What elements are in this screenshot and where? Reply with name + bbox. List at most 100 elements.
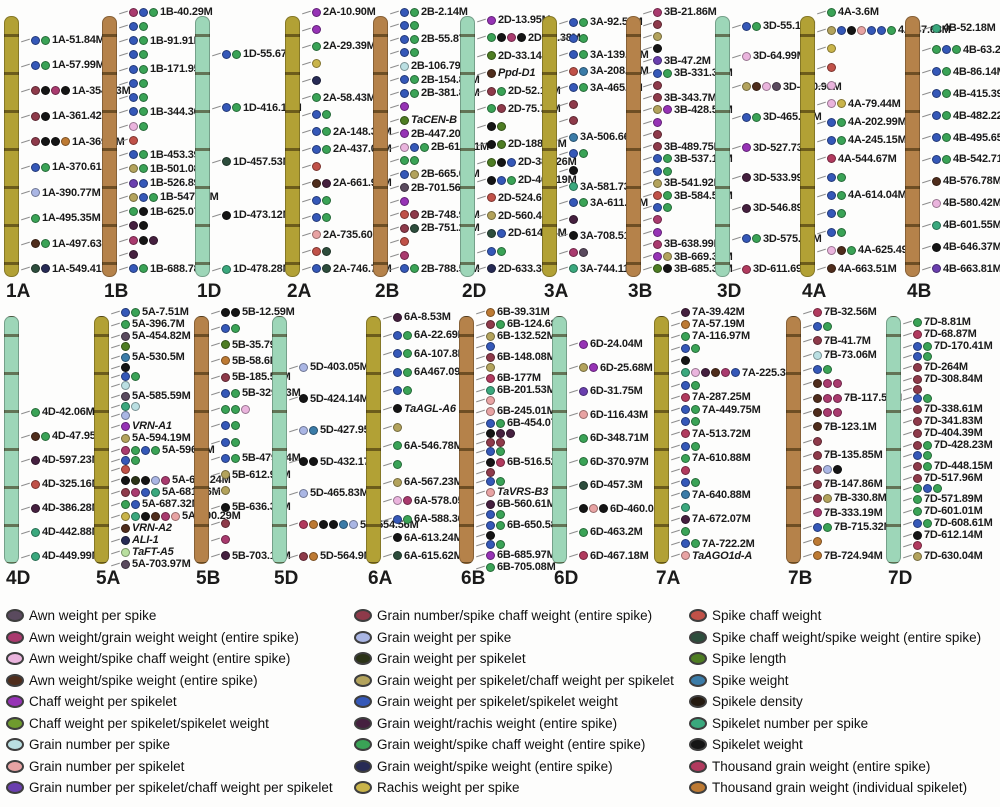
connector-line [476, 502, 485, 506]
trait-dot-dkbrown [312, 178, 321, 188]
trait-dots [813, 393, 843, 403]
trait-dot-green [497, 246, 506, 256]
marker-label: 7D-612.14M [924, 529, 983, 541]
trait-dot-steel [121, 352, 130, 362]
trait-dot-blue [681, 441, 690, 451]
trait-dot-dkplum [506, 429, 515, 438]
connector-line [803, 396, 812, 400]
trait-dot-maroon [653, 129, 662, 139]
trait-dot-black [41, 86, 50, 96]
trait-dot-dkplum [129, 221, 138, 231]
connector-line [732, 54, 741, 59]
marker-label: 6B-245.01M [497, 405, 556, 417]
trait-dots [486, 531, 496, 540]
connector-line [390, 77, 399, 82]
trait-dot-green [139, 264, 148, 274]
connector-line [671, 468, 680, 473]
trait-dot-green [410, 156, 419, 166]
connector-line [671, 456, 680, 461]
marker-row: 6D-463.2M [569, 526, 654, 538]
marker-label: 6A-8.53M [404, 311, 451, 323]
legend-trait-dot-maroon [354, 609, 372, 623]
connector-line [21, 458, 30, 462]
trait-dots [400, 7, 420, 17]
marker-label: 6D-116.43M [590, 408, 648, 421]
connector-line [212, 159, 221, 164]
connector-line [211, 489, 220, 493]
trait-dots [393, 551, 403, 561]
marker-label: 5A-594.19M [132, 432, 191, 444]
legend-column-3: Spike chaff weight Spike chaff weight/spi… [689, 605, 999, 799]
marker-label: 6A-22.69M [414, 329, 467, 342]
trait-dots [129, 107, 149, 117]
marker-label: 2A-10.90M [323, 6, 376, 18]
trait-dot-paleblue [813, 350, 822, 360]
trait-dot-green [131, 445, 140, 455]
marker-row: 2D-18.38M [477, 32, 581, 44]
trait-dots [487, 139, 507, 149]
marker-label: 7A-610.88M [692, 452, 751, 465]
trait-dots [813, 537, 823, 546]
connector-line [383, 462, 392, 466]
connector-line [390, 37, 399, 41]
trait-dot-dknavy [487, 264, 496, 274]
trait-dots [221, 437, 241, 447]
trait-dot-brickred [487, 193, 496, 203]
marker-row: 4B-63.2M [922, 44, 1000, 56]
trait-dots [221, 388, 241, 398]
trait-dots [913, 494, 923, 504]
trait-dots [932, 67, 952, 77]
marker-row: 4A-79.44M [817, 98, 905, 110]
trait-dot-steel [339, 520, 348, 529]
trait-dots [813, 493, 833, 503]
marker-label: 3B-47.2M [664, 54, 711, 67]
marker-label: 2D-13.95M [498, 14, 551, 26]
marker-row: 4A-3.6M [817, 6, 905, 18]
connector-line [476, 542, 485, 547]
marker-row: 6A-107.8M [383, 348, 467, 360]
trait-dots [913, 484, 943, 493]
marker-row [559, 246, 626, 258]
trait-dot-black [913, 530, 922, 540]
connector-line [476, 398, 485, 403]
marker-row: 2D-52.13M [477, 85, 561, 97]
trait-dots [121, 523, 131, 533]
chromosome-panel-4B: 4B-52.18M4B-63.2M4B-86.14M4B-415.39M4B-4… [905, 2, 1000, 302]
chromosome-name-6B: 6B [461, 568, 486, 589]
marker-row [111, 363, 194, 372]
trait-dot-dkplum [393, 312, 402, 322]
marker-row: 3B-47.2M [643, 55, 715, 67]
marker-label: 4A-3.6M [838, 6, 879, 18]
trait-dot-blue [867, 25, 876, 35]
marker-label: 4D-597.23M [42, 454, 101, 466]
chromosome-bar-4B [905, 16, 920, 277]
connector-line [671, 371, 680, 375]
connector-line [119, 95, 128, 100]
legend-trait-dot-blue [354, 695, 372, 709]
trait-dot-khaki [129, 164, 138, 174]
trait-dot-green [410, 7, 419, 17]
legend-item: Rachis weight per spike [354, 777, 689, 799]
connector-line [119, 209, 128, 214]
trait-dot-blue [312, 127, 321, 137]
trait-dot-green [496, 447, 505, 456]
trait-dots [579, 410, 589, 420]
legend-item: Grain weight per spikelet [354, 648, 689, 670]
trait-dot-pink [486, 396, 495, 405]
marker-row: 2D-33.14M [477, 50, 551, 62]
trait-dot-dkteal [322, 264, 331, 274]
marker-row: 4B-495.65M [922, 132, 1000, 144]
marker-label: 1B-625.07M [150, 205, 209, 218]
marker-row [211, 322, 272, 334]
trait-dots [129, 264, 149, 274]
marker-row: 5B-703.14M [211, 550, 291, 562]
trait-dot-green [923, 518, 932, 528]
marker-row: 6D-370.97M [569, 456, 654, 468]
connector-line [903, 486, 912, 491]
trait-dot-maroon [497, 104, 506, 114]
marker-row [390, 20, 460, 32]
trait-dot-blue [932, 67, 941, 77]
trait-dot-blue [507, 157, 516, 167]
trait-dot-dkbrown [752, 82, 761, 92]
marker-row: 3A-708.51M [559, 230, 639, 242]
